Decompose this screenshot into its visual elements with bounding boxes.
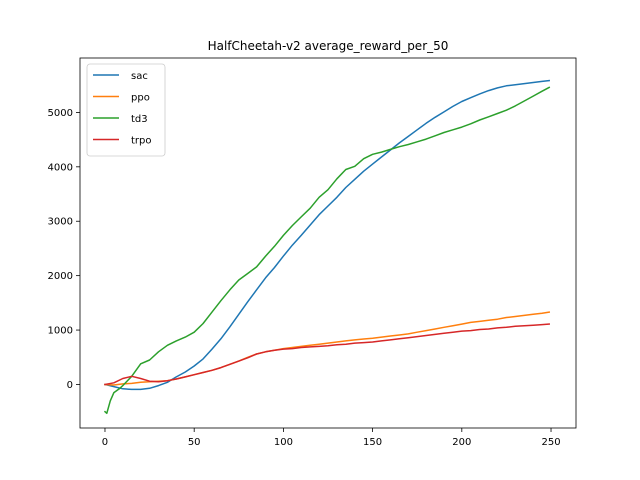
y-tick-label: 3000 <box>48 217 73 228</box>
x-tick-label: 150 <box>363 437 382 448</box>
legend-label-ppo: ppo <box>131 93 150 104</box>
y-tick-label: 4000 <box>48 162 73 173</box>
y-tick-label: 2000 <box>48 271 73 282</box>
x-tick-label: 0 <box>102 437 108 448</box>
legend-label-td3: td3 <box>131 114 148 125</box>
legend-box <box>86 63 166 157</box>
x-tick-label: 50 <box>188 437 201 448</box>
y-tick-label: 5000 <box>48 108 73 119</box>
y-tick-label: 1000 <box>48 326 73 337</box>
x-tick-label: 100 <box>274 437 293 448</box>
series-line-td3 <box>103 86 551 415</box>
series-line-sac <box>104 79 551 391</box>
chart-title: HalfCheetah-v2 average_reward_per_50 <box>208 39 449 53</box>
legend: sac ppo td3 trpo <box>86 63 166 157</box>
x-axis: 0 50 100 150 200 250 <box>102 428 561 448</box>
legend-label-trpo: trpo <box>131 136 152 147</box>
plot-area <box>103 79 551 415</box>
y-tick-label: 0 <box>67 380 73 391</box>
series-line-trpo <box>104 323 551 386</box>
axes-frame <box>79 57 577 429</box>
x-tick-label: 250 <box>541 437 560 448</box>
y-axis: 0 1000 2000 3000 4000 5000 <box>48 108 80 391</box>
x-tick-label: 200 <box>452 437 471 448</box>
legend-label-sac: sac <box>131 71 148 82</box>
